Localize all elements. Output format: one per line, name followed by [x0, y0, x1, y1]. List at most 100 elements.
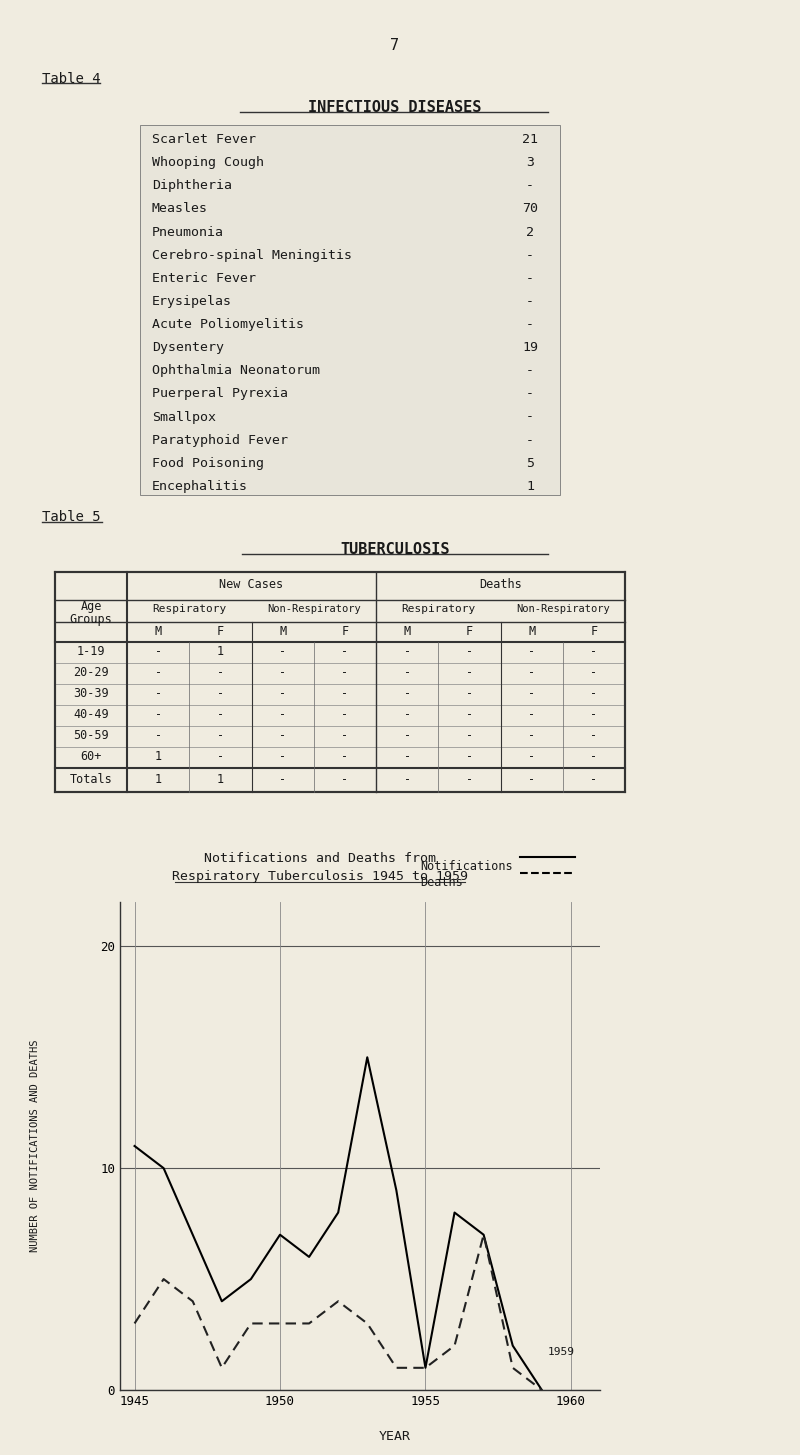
Text: 19: 19 — [522, 340, 538, 354]
Text: -: - — [154, 687, 162, 700]
Text: Scarlet Fever: Scarlet Fever — [152, 132, 256, 146]
Text: INFECTIOUS DISEASES: INFECTIOUS DISEASES — [308, 100, 482, 115]
Text: 21: 21 — [522, 132, 538, 146]
Text: -: - — [526, 410, 534, 423]
Text: Encephalitis: Encephalitis — [152, 480, 248, 493]
Text: YEAR: YEAR — [379, 1430, 411, 1443]
Text: Table 5: Table 5 — [42, 511, 101, 524]
Text: -: - — [154, 645, 162, 658]
Text: 7: 7 — [390, 38, 399, 52]
Text: -: - — [154, 709, 162, 722]
Text: 20-29: 20-29 — [73, 666, 109, 679]
Text: Dysentery: Dysentery — [152, 340, 224, 354]
Text: -: - — [528, 709, 535, 722]
Text: 1: 1 — [154, 749, 162, 762]
Text: -: - — [403, 645, 410, 658]
Text: -: - — [526, 295, 534, 308]
Text: -: - — [279, 709, 286, 722]
Text: -: - — [403, 729, 410, 742]
Text: -: - — [528, 729, 535, 742]
Bar — [140, 125, 560, 495]
Text: 3: 3 — [526, 156, 534, 169]
Text: Enteric Fever: Enteric Fever — [152, 272, 256, 285]
Text: -: - — [217, 749, 224, 762]
Text: -: - — [590, 687, 598, 700]
Text: 40-49: 40-49 — [73, 709, 109, 722]
Text: -: - — [217, 666, 224, 679]
Text: NUMBER OF NOTIFICATIONS AND DEATHS: NUMBER OF NOTIFICATIONS AND DEATHS — [30, 1040, 40, 1253]
Text: -: - — [342, 773, 349, 786]
Text: Age: Age — [80, 599, 102, 613]
Text: -: - — [279, 773, 286, 786]
Text: TUBERCULOSIS: TUBERCULOSIS — [340, 543, 450, 557]
Text: Erysipelas: Erysipelas — [152, 295, 232, 308]
Text: -: - — [526, 434, 534, 447]
Text: Acute Poliomyelitis: Acute Poliomyelitis — [152, 319, 304, 330]
Text: -: - — [590, 773, 598, 786]
Text: -: - — [590, 666, 598, 679]
Text: -: - — [590, 729, 598, 742]
Text: -: - — [590, 645, 598, 658]
Text: Puerperal Pyrexia: Puerperal Pyrexia — [152, 387, 288, 400]
Text: Food Poisoning: Food Poisoning — [152, 457, 264, 470]
Text: Cerebro-spinal Meningitis: Cerebro-spinal Meningitis — [152, 249, 352, 262]
Text: -: - — [466, 666, 473, 679]
Text: -: - — [279, 645, 286, 658]
Text: -: - — [217, 729, 224, 742]
Text: -: - — [526, 387, 534, 400]
Text: -: - — [342, 645, 349, 658]
Text: F: F — [217, 626, 224, 637]
Text: -: - — [403, 749, 410, 762]
Text: M: M — [403, 626, 410, 637]
Text: Measles: Measles — [152, 202, 208, 215]
Text: Diphtheria: Diphtheria — [152, 179, 232, 192]
Text: Non-Respiratory: Non-Respiratory — [516, 604, 610, 614]
Text: -: - — [528, 773, 535, 786]
Text: 1: 1 — [217, 645, 224, 658]
Text: 60+: 60+ — [80, 749, 102, 762]
Text: -: - — [528, 666, 535, 679]
Text: -: - — [466, 687, 473, 700]
Text: Totals: Totals — [70, 773, 112, 786]
Text: F: F — [342, 626, 349, 637]
Text: New Cases: New Cases — [219, 578, 283, 591]
Text: Notifications: Notifications — [420, 860, 513, 873]
Text: -: - — [279, 687, 286, 700]
Text: -: - — [403, 666, 410, 679]
Text: 1: 1 — [217, 773, 224, 786]
Text: M: M — [154, 626, 162, 637]
Text: 1: 1 — [154, 773, 162, 786]
Text: -: - — [526, 272, 534, 285]
Text: 70: 70 — [522, 202, 538, 215]
Text: -: - — [528, 687, 535, 700]
Text: Ophthalmia Neonatorum: Ophthalmia Neonatorum — [152, 364, 320, 377]
Text: -: - — [590, 749, 598, 762]
Text: 1959: 1959 — [548, 1347, 574, 1356]
Text: -: - — [466, 773, 473, 786]
Text: M: M — [279, 626, 286, 637]
Text: -: - — [528, 749, 535, 762]
Text: -: - — [217, 687, 224, 700]
Text: Groups: Groups — [70, 613, 112, 626]
Text: -: - — [342, 749, 349, 762]
Text: F: F — [466, 626, 473, 637]
Text: 2: 2 — [526, 226, 534, 239]
Text: Table 4: Table 4 — [42, 71, 101, 86]
Text: -: - — [403, 687, 410, 700]
Text: -: - — [342, 709, 349, 722]
Text: -: - — [279, 666, 286, 679]
Text: 1-19: 1-19 — [77, 645, 106, 658]
Text: -: - — [526, 319, 534, 330]
Text: Non-Respiratory: Non-Respiratory — [267, 604, 361, 614]
Text: 50-59: 50-59 — [73, 729, 109, 742]
Text: Respiratory Tuberculosis 1945 to 1959: Respiratory Tuberculosis 1945 to 1959 — [172, 870, 468, 883]
Text: -: - — [526, 364, 534, 377]
Text: Paratyphoid Fever: Paratyphoid Fever — [152, 434, 288, 447]
Text: -: - — [528, 645, 535, 658]
Text: Notifications and Deaths from: Notifications and Deaths from — [204, 853, 436, 866]
Text: -: - — [403, 773, 410, 786]
Text: M: M — [528, 626, 535, 637]
Text: Respiratory: Respiratory — [401, 604, 475, 614]
Text: -: - — [342, 729, 349, 742]
Text: -: - — [466, 709, 473, 722]
